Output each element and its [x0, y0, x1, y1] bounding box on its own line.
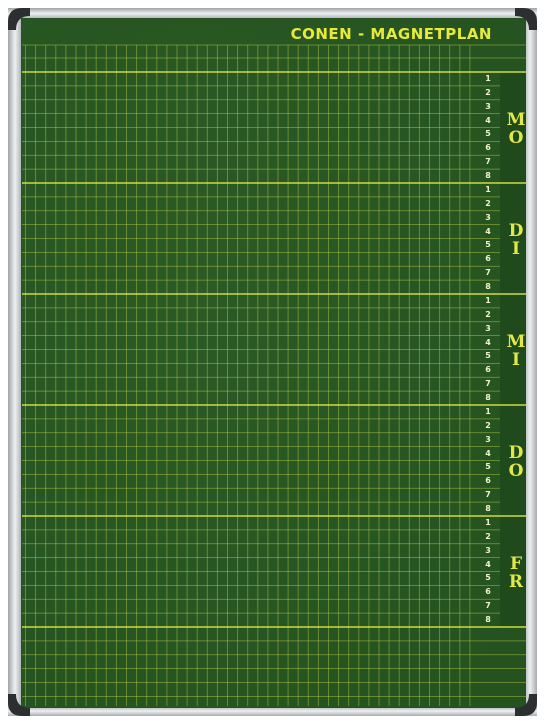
frame-bottom: [8, 706, 537, 716]
day-label: DI: [506, 220, 526, 257]
slot-number: 4: [485, 226, 491, 236]
slot-number: 7: [485, 490, 491, 500]
frame-top: [8, 8, 537, 19]
board-title: CONEN - MAGNETPLAN: [290, 25, 492, 43]
slot-number: 3: [485, 434, 491, 444]
day-label: DO: [506, 442, 526, 479]
slot-number: 3: [485, 545, 491, 555]
slot-number: 4: [485, 559, 491, 569]
slot-number: 5: [485, 351, 491, 361]
slot-number: 1: [485, 406, 491, 416]
slot-number: 5: [485, 573, 491, 583]
slot-number: 3: [485, 101, 491, 111]
slot-number: 6: [485, 365, 491, 375]
slot-number: 2: [485, 309, 491, 319]
slot-number: 7: [485, 379, 491, 389]
slot-number: 4: [485, 448, 491, 458]
slot-number: 7: [485, 157, 491, 167]
day-label: MO: [506, 109, 526, 146]
slot-number: 6: [485, 143, 491, 153]
slot-number: 6: [485, 476, 491, 486]
frame-left: [8, 8, 22, 716]
slot-number: 4: [485, 115, 491, 125]
corner: [515, 8, 537, 30]
slot-number: 1: [485, 517, 491, 527]
slot-number: 1: [485, 184, 491, 194]
slot-number: 1: [485, 295, 491, 305]
slot-number: 8: [485, 504, 491, 514]
slot-number: 8: [485, 615, 491, 625]
vertical-grid: [25, 45, 478, 706]
slot-number: 5: [485, 240, 491, 250]
slot-number: 4: [485, 337, 491, 347]
slot-number: 6: [485, 587, 491, 597]
slot-number: 7: [485, 601, 491, 611]
day-label: MI: [506, 331, 526, 368]
slot-number: 5: [485, 129, 491, 139]
corner: [8, 694, 30, 716]
slot-number: 3: [485, 212, 491, 222]
slot-number: 2: [485, 198, 491, 208]
slot-number: 7: [485, 268, 491, 278]
corner: [515, 694, 537, 716]
slot-number: 8: [485, 171, 491, 181]
horizontal-grid: [22, 44, 526, 697]
slot-number: 2: [485, 87, 491, 97]
slot-number: 1: [485, 73, 491, 83]
frame-right: [523, 8, 537, 716]
slot-number: 6: [485, 254, 491, 264]
day-label: FR: [506, 553, 526, 590]
slot-number: 5: [485, 462, 491, 472]
corner: [8, 8, 30, 30]
day-column: [500, 72, 526, 626]
slot-number: 8: [485, 393, 491, 403]
slot-number: 2: [485, 420, 491, 430]
slot-number: 3: [485, 323, 491, 333]
slot-number: 2: [485, 531, 491, 541]
slot-number: 8: [485, 282, 491, 292]
